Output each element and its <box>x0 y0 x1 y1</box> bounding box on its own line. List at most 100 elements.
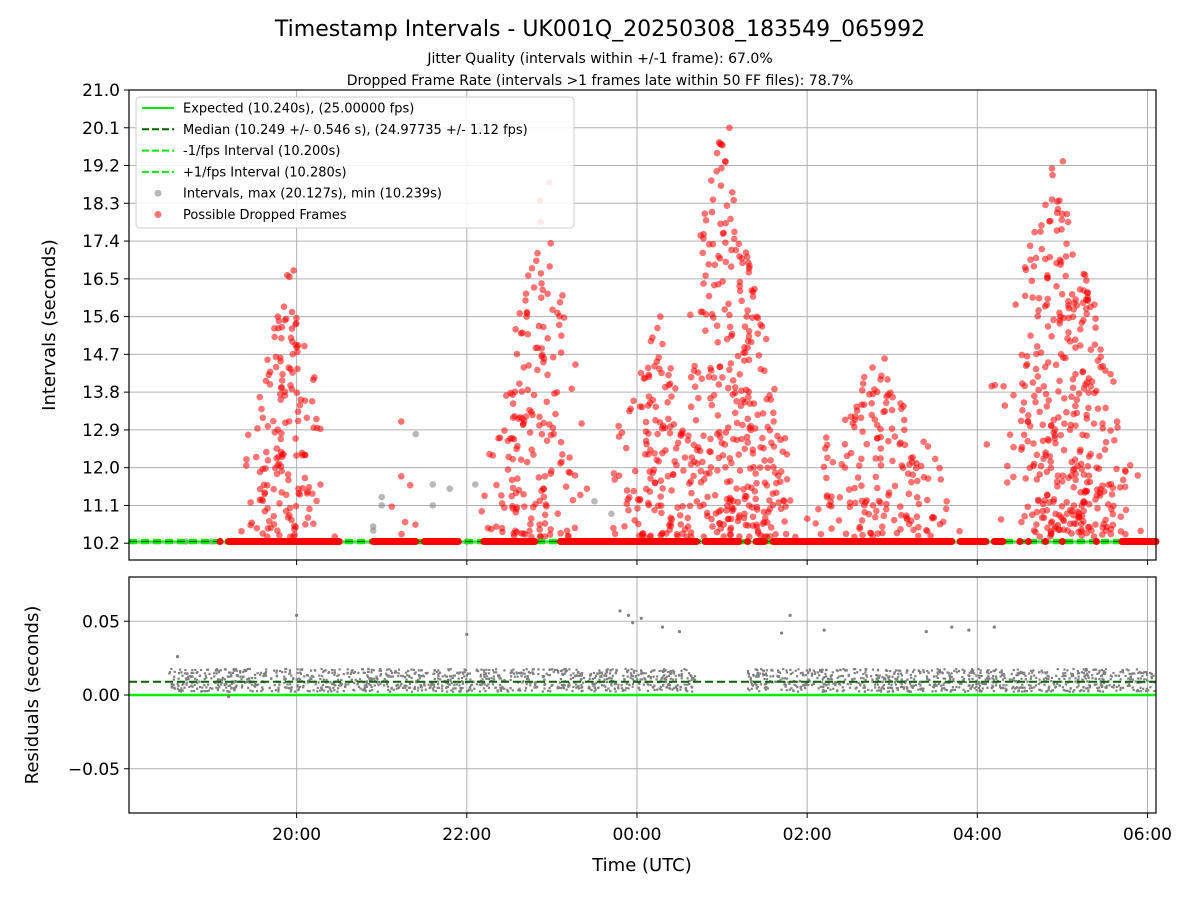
residual-point <box>396 683 400 686</box>
residual-point <box>1149 686 1152 689</box>
residual-point <box>854 667 857 671</box>
dropped-frame-point <box>1066 338 1074 345</box>
dropped-frame-point <box>1063 240 1070 248</box>
residual-point <box>820 670 823 674</box>
residual-point <box>454 687 457 690</box>
dropped-frame-baseline-point <box>216 538 224 546</box>
residual-point <box>527 678 530 681</box>
dropped-frame-point <box>657 502 665 509</box>
residual-point <box>559 677 562 681</box>
residual-point <box>478 690 481 693</box>
residual-point <box>1076 686 1079 689</box>
residual-point <box>242 670 245 674</box>
dropped-frame-point <box>920 438 927 445</box>
dropped-frame-point <box>562 483 570 490</box>
residual-point <box>509 678 512 682</box>
dropped-frame-point <box>284 471 292 478</box>
residual-point <box>297 677 300 680</box>
residual-point <box>201 686 204 689</box>
residual-point <box>366 675 370 679</box>
residual-point <box>461 671 464 674</box>
residual-point <box>1130 672 1133 676</box>
dropped-frame-point <box>729 497 737 505</box>
dropped-frame-point <box>253 524 261 532</box>
dropped-frame-point <box>1100 520 1107 528</box>
residual-point <box>1066 689 1069 692</box>
residual-point <box>919 672 922 675</box>
residual-point <box>1137 671 1140 675</box>
residual-point <box>975 674 978 677</box>
dropped-frame-point <box>1056 320 1063 327</box>
residual-point <box>387 674 390 677</box>
dropped-frame-point <box>859 531 866 539</box>
dropped-frame-point <box>742 386 750 394</box>
dropped-frame-point <box>1006 431 1014 439</box>
residual-point <box>521 681 524 684</box>
dropped-frame-point <box>1027 332 1034 340</box>
dropped-frame-point <box>1107 530 1115 538</box>
residual-point <box>509 687 512 690</box>
residual-point <box>860 676 863 680</box>
dropped-frame-point <box>708 177 715 184</box>
dropped-frame-point <box>669 470 677 478</box>
residual-point <box>270 690 274 693</box>
residual-point <box>371 688 374 692</box>
residual-point <box>663 673 666 677</box>
residual-point <box>1081 678 1084 681</box>
residual-point <box>232 668 236 672</box>
dropped-frame-point <box>1078 512 1086 520</box>
residual-point <box>853 677 856 680</box>
residual-point <box>216 688 219 692</box>
dropped-frame-point <box>736 467 744 474</box>
dropped-frame-point <box>746 400 754 407</box>
dropped-frame-point <box>1027 256 1034 263</box>
dropped-frame-point <box>908 478 915 486</box>
residual-point <box>390 671 394 675</box>
residual-point <box>975 685 978 688</box>
dropped-frame-point <box>772 531 779 538</box>
dropped-frame-point <box>273 470 281 478</box>
dropped-frame-point <box>1122 506 1130 514</box>
residual-point <box>978 676 981 680</box>
dropped-frame-point <box>1010 473 1017 481</box>
residual-point <box>625 686 628 690</box>
residual-point <box>1143 670 1146 674</box>
dropped-frame-point <box>736 370 744 378</box>
residual-point <box>1112 671 1115 675</box>
residual-point <box>344 683 347 686</box>
dropped-frame-point <box>524 272 532 279</box>
residual-point <box>931 690 934 693</box>
residual-point <box>643 677 646 680</box>
dropped-frame-point <box>536 413 543 421</box>
residual-point <box>1150 675 1153 678</box>
dropped-frame-point <box>869 502 877 509</box>
dropped-frame-point <box>1069 466 1077 474</box>
residual-point <box>600 675 603 679</box>
residual-point <box>191 685 194 688</box>
residual-point <box>879 690 883 693</box>
residual-point <box>763 683 766 686</box>
dropped-frame-point <box>781 434 789 442</box>
residual-point <box>295 678 299 681</box>
residual-point <box>663 668 666 671</box>
dropped-frame-point <box>294 408 302 415</box>
residual-point <box>647 674 650 678</box>
dropped-frame-point <box>749 513 757 521</box>
residual-point <box>845 669 848 672</box>
residual-point <box>825 668 828 671</box>
residual-point <box>1000 673 1004 677</box>
residual-point <box>309 676 312 679</box>
dropped-frame-point <box>1059 210 1066 218</box>
residual-point <box>1064 671 1067 675</box>
residual-outlier-point <box>677 629 682 634</box>
residual-point <box>594 683 597 686</box>
dropped-frame-point <box>559 451 566 458</box>
dropped-frame-point <box>871 513 879 521</box>
dropped-frame-baseline-point <box>1092 538 1100 546</box>
residual-point <box>234 686 238 689</box>
residual-point <box>424 688 427 691</box>
dropped-frame-point <box>553 388 561 396</box>
dropped-frame-point <box>773 489 780 497</box>
dropped-frame-point <box>901 441 909 449</box>
dropped-frame-point <box>1024 412 1032 419</box>
